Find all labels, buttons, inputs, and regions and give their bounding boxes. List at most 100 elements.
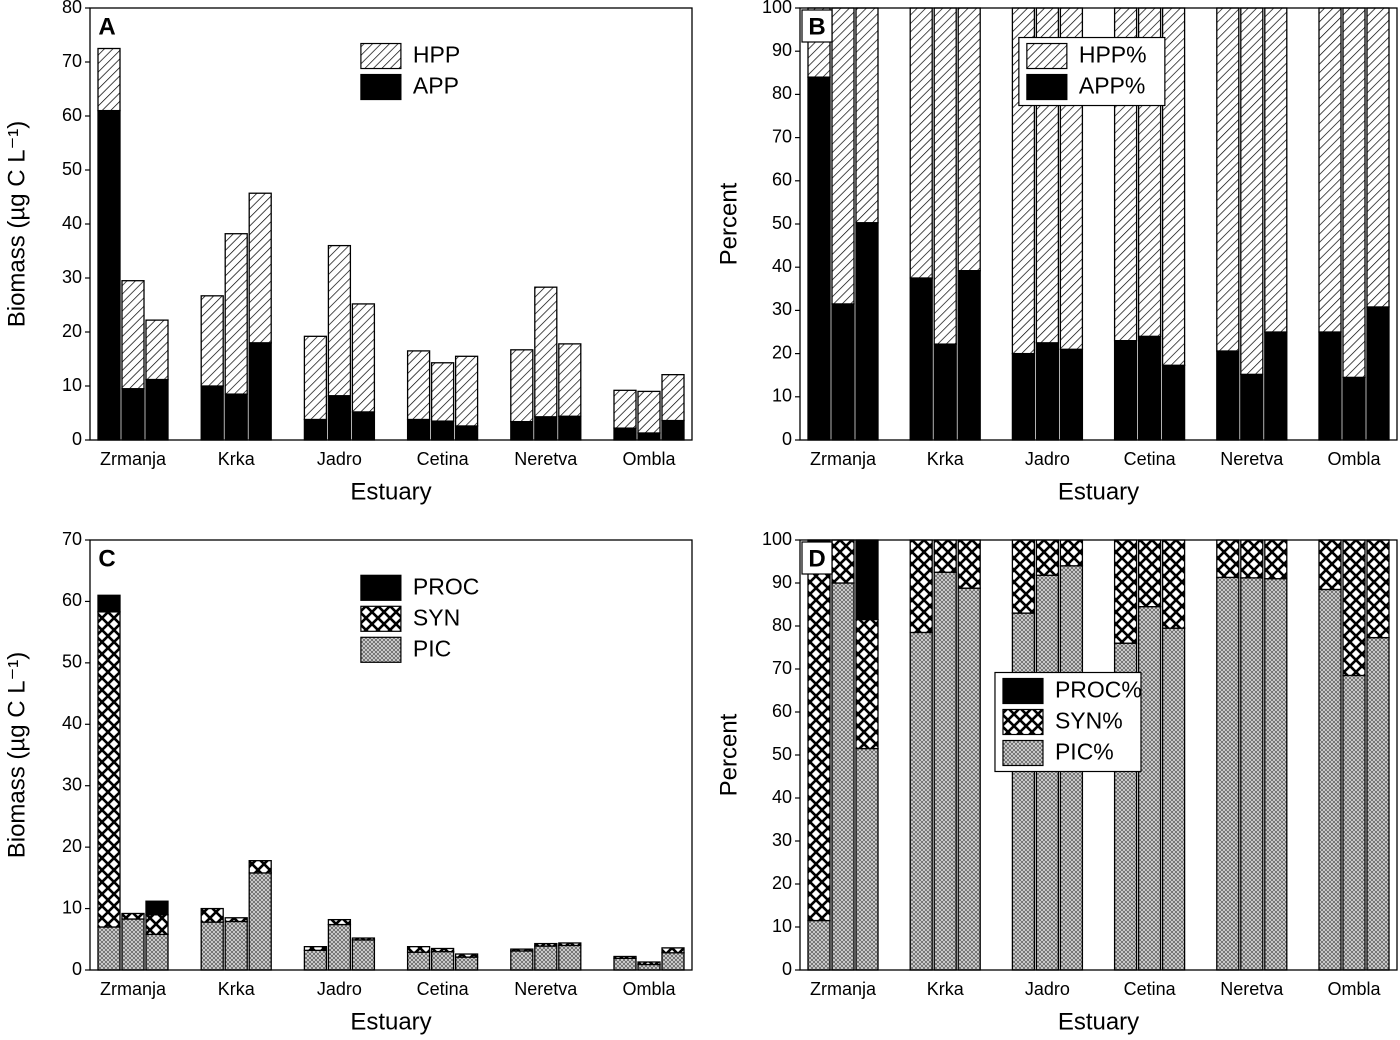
bar-segment: [637, 390, 661, 434]
bar-segment: [224, 233, 248, 395]
bar-segment: [1240, 7, 1264, 375]
bar-segment: [661, 374, 685, 422]
bar-segment: [97, 926, 121, 971]
y-tick-label: 50: [62, 652, 82, 672]
y-tick-label: 0: [72, 429, 82, 449]
plot-frame: [89, 539, 693, 971]
bar-segment: [613, 389, 637, 429]
x-tick-label: Krka: [927, 449, 965, 469]
bar-segment: [1366, 7, 1390, 308]
bar-segment: [510, 950, 534, 971]
bar-segment: [454, 425, 479, 441]
bar-segment: [454, 355, 479, 427]
bar-segment: [327, 923, 352, 971]
bar-segment: [1137, 335, 1162, 441]
bar-segment: [1264, 331, 1288, 441]
y-axis-title: Biomass (µg C L⁻¹): [3, 121, 30, 328]
legend-swatch: [360, 42, 402, 70]
bar-segment: [534, 416, 558, 441]
y-tick-label: 0: [782, 429, 792, 449]
bar-segment: [351, 939, 376, 971]
bar-segment: [406, 350, 431, 421]
bar-segment: [957, 539, 981, 589]
x-tick-label: Krka: [218, 979, 256, 999]
bar-segment: [855, 747, 879, 971]
bar-segment: [558, 944, 582, 971]
bar-segment: [97, 594, 121, 613]
bar-segment: [534, 945, 558, 971]
panel-label: C: [98, 545, 115, 572]
bar-segment: [1264, 539, 1288, 580]
bar-segment: [909, 7, 933, 279]
bar-segment: [933, 539, 957, 573]
bar-segment: [807, 76, 831, 441]
bar-segment: [1216, 539, 1240, 579]
bar-segment: [558, 343, 582, 417]
bar-segment: [145, 914, 169, 936]
y-tick-label: 70: [772, 126, 792, 146]
legend-swatch: [1002, 677, 1044, 705]
y-tick-label: 10: [772, 916, 792, 936]
bar-segment: [303, 418, 328, 441]
y-tick-label: 60: [62, 590, 82, 610]
x-tick-label: Zrmanja: [810, 979, 877, 999]
bar-segment: [406, 951, 431, 971]
bar-segment: [145, 378, 169, 441]
x-tick-label: Ombla: [1327, 449, 1381, 469]
legend-label: APP: [413, 73, 459, 99]
y-tick-label: 80: [62, 0, 82, 17]
x-tick-label: Ombla: [1327, 979, 1381, 999]
legend-label: SYN: [413, 604, 460, 630]
legend-swatch: [1026, 42, 1068, 70]
bar-segment: [248, 872, 272, 971]
legend-swatch: [360, 574, 402, 601]
legend-label: HPP: [413, 42, 460, 68]
bar-segment: [200, 907, 224, 923]
y-tick-label: 100: [762, 529, 792, 549]
legend-label: PIC: [413, 635, 451, 661]
y-tick-label: 90: [772, 572, 792, 592]
bar-segment: [1264, 7, 1288, 333]
y-tick-label: 30: [772, 299, 792, 319]
bar-segment: [1113, 539, 1138, 644]
bar-segment: [1059, 539, 1084, 567]
x-axis-title: Estuary: [350, 478, 431, 505]
y-tick-label: 40: [772, 787, 792, 807]
legend-label: PROC: [413, 573, 479, 599]
bar-segment: [1161, 364, 1186, 441]
bar-segment: [661, 419, 685, 441]
bar-segment: [327, 395, 352, 441]
y-tick-label: 60: [62, 105, 82, 125]
x-tick-label: Krka: [927, 979, 965, 999]
y-tick-label: 20: [772, 342, 792, 362]
bar-segment: [909, 631, 933, 971]
bar-segment: [637, 432, 661, 441]
bar-segment: [933, 7, 957, 345]
legend-label: SYN%: [1055, 708, 1123, 734]
panel-label-frame: [801, 9, 833, 43]
legend-label: APP%: [1079, 73, 1145, 99]
x-axis-title: Estuary: [1058, 1008, 1139, 1035]
legend-swatch: [360, 73, 402, 101]
bar-segment: [224, 920, 248, 971]
bar-segment: [855, 7, 879, 224]
bar-segment: [613, 427, 637, 441]
bar-segment: [327, 918, 352, 926]
x-tick-label: Cetina: [417, 979, 470, 999]
bar-segment: [248, 342, 272, 441]
y-tick-label: 30: [772, 830, 792, 850]
bar-segment: [855, 222, 879, 441]
bar-segment: [121, 388, 145, 441]
bar-segment: [534, 286, 558, 418]
legend-label: PROC%: [1055, 677, 1142, 703]
bar-segment: [510, 948, 534, 952]
bar-segment: [351, 937, 376, 941]
bar-segment: [558, 942, 582, 947]
x-tick-label: Jadro: [1025, 449, 1070, 469]
bar-segment: [224, 917, 248, 923]
bar-segment: [430, 950, 455, 971]
bar-segment: [145, 933, 169, 971]
bar-segment: [855, 618, 879, 750]
bar-segment: [510, 349, 534, 423]
panel-label-frame: [801, 541, 833, 575]
